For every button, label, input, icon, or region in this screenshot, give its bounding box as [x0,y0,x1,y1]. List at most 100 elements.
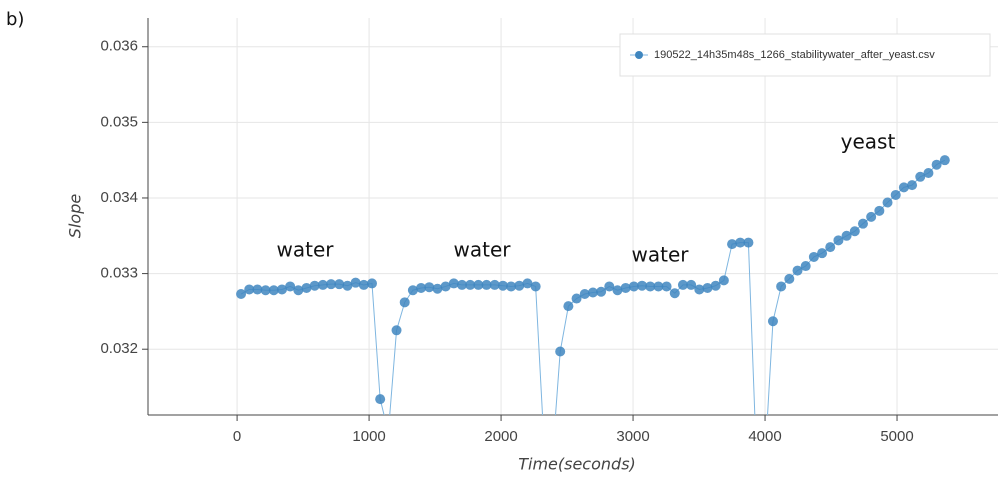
data-point [587,287,598,298]
data-point [399,297,410,308]
data-point [530,281,541,292]
data-point [898,182,909,193]
data-point [841,230,852,241]
data-point [727,239,738,250]
data-point [465,279,476,290]
y-axis-label: Slope [66,194,85,239]
annotation: water [632,243,690,267]
data-point [424,282,435,293]
data-point [334,279,345,290]
data-point [817,248,828,259]
data-point [555,346,566,357]
x-axis-label: Time(seconds) [518,455,636,474]
data-point [456,279,467,290]
data-point [923,168,934,179]
annotation: yeast [841,130,896,154]
data-point [890,189,901,200]
data-point [874,205,885,216]
data-point [645,281,656,292]
data-point [637,280,648,291]
data-point [604,281,615,292]
legend-marker [635,51,643,59]
data-point [833,235,844,246]
data-point [366,278,377,289]
plot-area [236,155,950,468]
data-point [285,281,296,292]
data-point [391,325,402,336]
data-point [326,279,337,290]
data-point [252,284,263,295]
y-tick-label: 0.034 [100,189,138,206]
data-point [760,458,770,468]
series-line [240,159,946,415]
data-point [694,284,705,295]
data-point [244,284,255,295]
data-point [407,285,418,296]
data-point [416,282,427,293]
data-point [752,458,762,468]
data-point [808,251,819,262]
data-point [939,155,950,166]
x-tick-label: 5000 [880,428,913,445]
data-point [620,282,631,293]
x-tick-label: 2000 [484,428,517,445]
data-point [481,279,492,290]
data-point [866,211,877,222]
data-point [432,283,443,294]
data-point [375,394,386,405]
legend-box [619,33,991,77]
panel-label: b) [6,9,24,30]
data-point [849,226,860,237]
legend-label: 190522_14h35m48s_1266_stabilitywater_aft… [654,49,935,61]
data-point [718,275,729,286]
data-point [825,242,836,253]
data-point [653,281,664,292]
data-point [710,280,721,291]
data-point [236,289,247,300]
data-point [677,279,688,290]
data-point [489,279,500,290]
data-point [358,279,369,290]
x-tick-label: 3000 [616,428,649,445]
data-point [539,435,549,445]
y-tick-label: 0.033 [100,265,138,282]
data-point [612,285,623,296]
data-point [931,159,942,170]
data-point [497,280,508,291]
data-point [309,280,320,291]
data-point [882,197,893,208]
data-point [907,180,918,191]
data-point [686,279,697,290]
data-point [628,281,639,292]
data-point [276,284,287,295]
annotation: water [454,238,512,262]
data-point [579,289,590,300]
data-point [784,273,795,284]
x-tick-label: 0 [233,428,241,445]
data-point [743,237,754,248]
data-point [669,288,680,299]
data-point [800,261,811,272]
data-point [596,286,607,297]
data-point [522,278,533,289]
data-point [268,285,279,296]
data-point [342,280,353,291]
data-point [563,301,574,312]
data-point [735,237,746,248]
data-point [702,282,713,293]
y-tick-label: 0.035 [100,113,138,130]
y-tick-label: 0.036 [100,38,138,55]
data-point [473,279,484,290]
data-point [506,281,517,292]
data-point [767,316,778,327]
data-point [571,293,582,304]
data-point [915,171,926,182]
data-point [792,265,803,276]
data-point [857,218,868,229]
data-point [661,281,672,292]
data-point [350,277,361,288]
data-point [514,280,525,291]
data-point [293,285,304,296]
x-tick-label: 1000 [352,428,385,445]
